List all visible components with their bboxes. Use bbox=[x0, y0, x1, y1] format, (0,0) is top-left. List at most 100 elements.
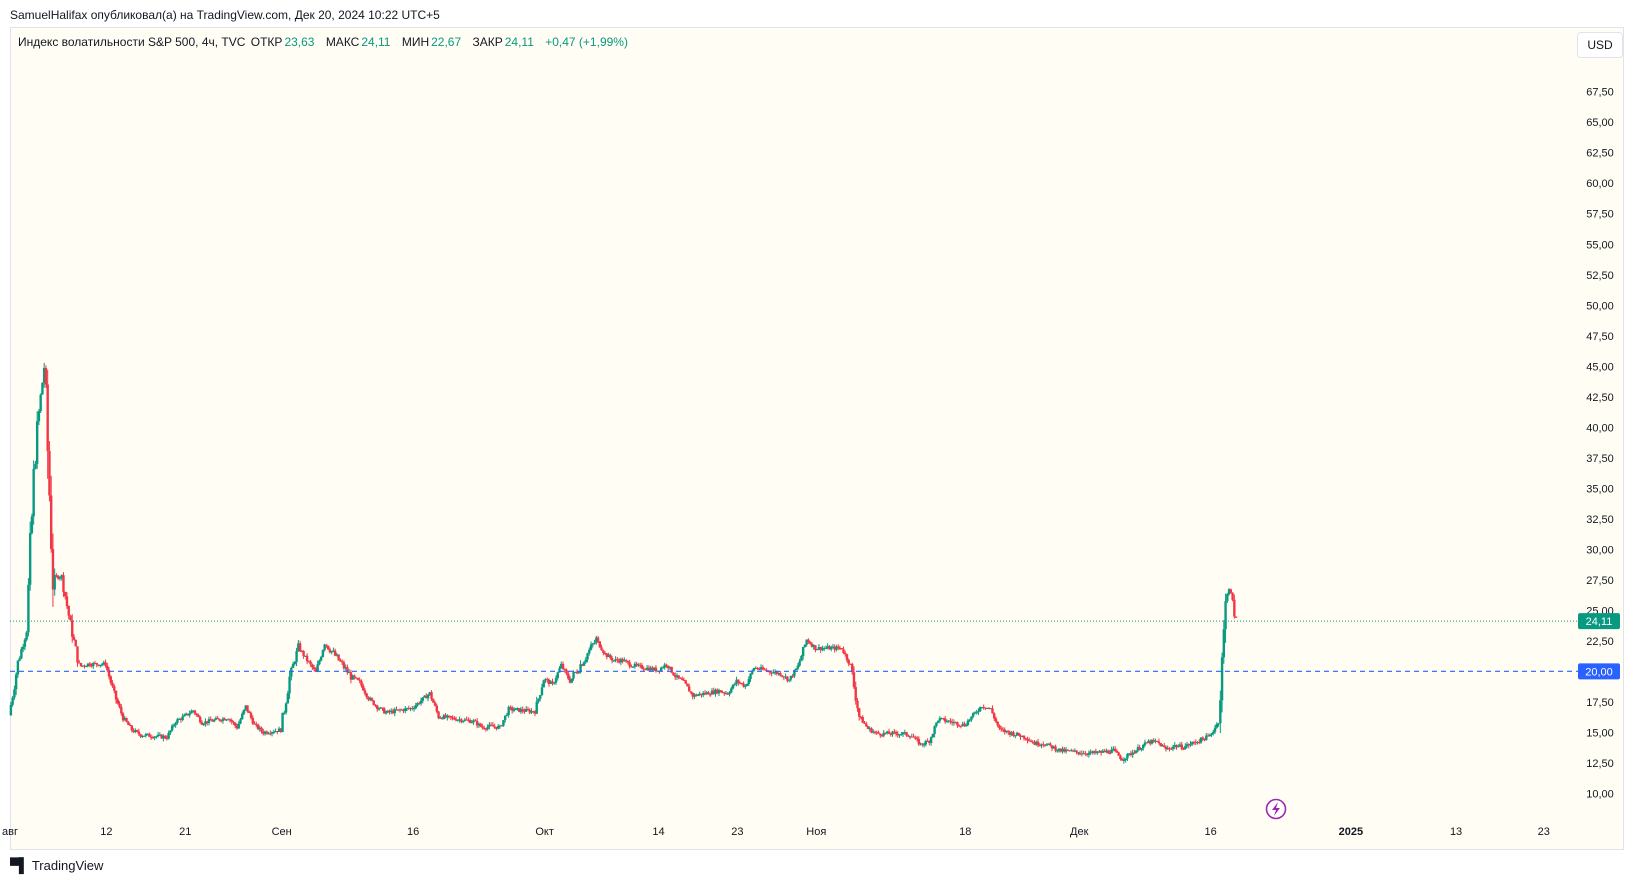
candle-body bbox=[721, 692, 724, 694]
candle-body bbox=[993, 713, 996, 719]
candle-body bbox=[120, 706, 123, 714]
candle-body bbox=[819, 646, 822, 651]
candle-body bbox=[649, 667, 652, 671]
candle-body bbox=[393, 709, 396, 714]
candle-body bbox=[197, 714, 200, 718]
candle-body bbox=[936, 720, 940, 723]
candle-body bbox=[631, 666, 635, 668]
candle-body bbox=[710, 690, 714, 695]
candle-body bbox=[353, 675, 356, 678]
candle-body bbox=[204, 721, 207, 725]
candle-body bbox=[1124, 758, 1127, 761]
candle-body bbox=[826, 646, 829, 649]
candle-body bbox=[745, 683, 749, 686]
candle-body bbox=[553, 682, 556, 684]
candle-body bbox=[248, 711, 251, 714]
candle-body bbox=[994, 718, 998, 722]
candle-body bbox=[78, 662, 81, 664]
candle-body bbox=[572, 672, 575, 679]
candle-body bbox=[1091, 751, 1094, 753]
tradingview-logo[interactable]: ▀▌ TradingView bbox=[10, 857, 103, 873]
candle-body bbox=[381, 707, 384, 709]
time-axis[interactable]: авг 12 21 Сен 16 Окт 14 23 Ноя 18 Дек 16 2025 13 23 bbox=[2, 826, 1550, 838]
svg-text:20,00: 20,00 bbox=[1585, 666, 1613, 678]
candle-body bbox=[560, 663, 563, 669]
candle-body bbox=[624, 660, 628, 662]
candle-body bbox=[90, 665, 93, 667]
candle-body bbox=[794, 668, 798, 671]
candle-body bbox=[546, 679, 549, 681]
candle-body bbox=[402, 709, 405, 712]
candle-body bbox=[269, 733, 272, 735]
candle-body bbox=[92, 662, 95, 667]
candle-body bbox=[184, 713, 188, 715]
candle-body bbox=[1217, 723, 1220, 725]
candle-body bbox=[42, 367, 46, 383]
legend-low-label: МИН bbox=[401, 35, 430, 49]
candle-body bbox=[549, 681, 552, 685]
candle-body bbox=[83, 665, 86, 667]
candle-body bbox=[11, 697, 14, 705]
candle-body bbox=[582, 662, 586, 666]
candle-body bbox=[677, 675, 680, 678]
candle-body bbox=[519, 709, 523, 712]
candle-body bbox=[815, 649, 819, 651]
candle-body bbox=[286, 693, 290, 704]
candle-body bbox=[265, 731, 268, 734]
candle-body bbox=[342, 662, 346, 669]
candle-body bbox=[914, 737, 917, 739]
candle-body bbox=[1064, 749, 1068, 752]
candle-body bbox=[684, 680, 687, 684]
candle-body bbox=[1210, 733, 1213, 736]
candle-body bbox=[28, 533, 32, 585]
lightning-icon[interactable] bbox=[1265, 798, 1287, 820]
candle-body bbox=[568, 678, 572, 683]
candle-body bbox=[65, 596, 69, 606]
candle-body bbox=[688, 686, 691, 692]
candle-body bbox=[276, 731, 279, 733]
candle-body bbox=[1068, 750, 1071, 752]
candle-body bbox=[260, 727, 263, 732]
candle-body bbox=[1150, 740, 1154, 744]
candle-body bbox=[1171, 746, 1175, 749]
candle-body bbox=[851, 664, 854, 673]
candle-body bbox=[288, 676, 291, 694]
y-tick-label: 52,50 bbox=[1586, 270, 1614, 282]
candle-body bbox=[686, 683, 689, 687]
candle-body bbox=[1164, 746, 1168, 750]
chart-frame[interactable] bbox=[10, 27, 1624, 850]
candle-body bbox=[374, 704, 377, 706]
candle-body bbox=[777, 672, 780, 674]
y-tick-label: 10,00 bbox=[1586, 788, 1614, 800]
candle-body bbox=[842, 649, 845, 653]
candle-body bbox=[758, 669, 761, 671]
candle-body bbox=[482, 727, 486, 729]
candle-body bbox=[251, 717, 254, 724]
candle-body bbox=[1166, 748, 1169, 750]
publication-caption: SamuelHalifax опубликовал(а) на TradingV… bbox=[10, 8, 440, 22]
y-tick-label: 12,50 bbox=[1586, 758, 1614, 770]
candle-body bbox=[828, 646, 831, 650]
candle-body bbox=[617, 660, 621, 663]
candle-body bbox=[735, 679, 738, 684]
candle-body bbox=[544, 679, 547, 681]
candle-body bbox=[32, 468, 35, 517]
candle-body bbox=[1120, 759, 1124, 761]
candle-body bbox=[989, 708, 992, 710]
candle-body bbox=[169, 730, 172, 733]
price-axis[interactable]: 10,0012,5015,0017,5020,0022,5025,0027,50… bbox=[1586, 87, 1614, 801]
candle-body bbox=[465, 719, 468, 721]
candle-body bbox=[16, 660, 20, 675]
currency-button[interactable]: USD bbox=[1577, 32, 1623, 58]
candle-body bbox=[672, 672, 675, 676]
candle-body bbox=[526, 708, 530, 710]
candle-body bbox=[765, 669, 768, 671]
candle-body bbox=[1024, 738, 1027, 740]
candle-body bbox=[945, 721, 949, 723]
candle-body bbox=[703, 692, 707, 695]
candle-body bbox=[356, 678, 360, 680]
candle-body bbox=[99, 664, 102, 666]
candle-body bbox=[717, 690, 721, 694]
y-tick-label: 57,50 bbox=[1586, 209, 1614, 221]
